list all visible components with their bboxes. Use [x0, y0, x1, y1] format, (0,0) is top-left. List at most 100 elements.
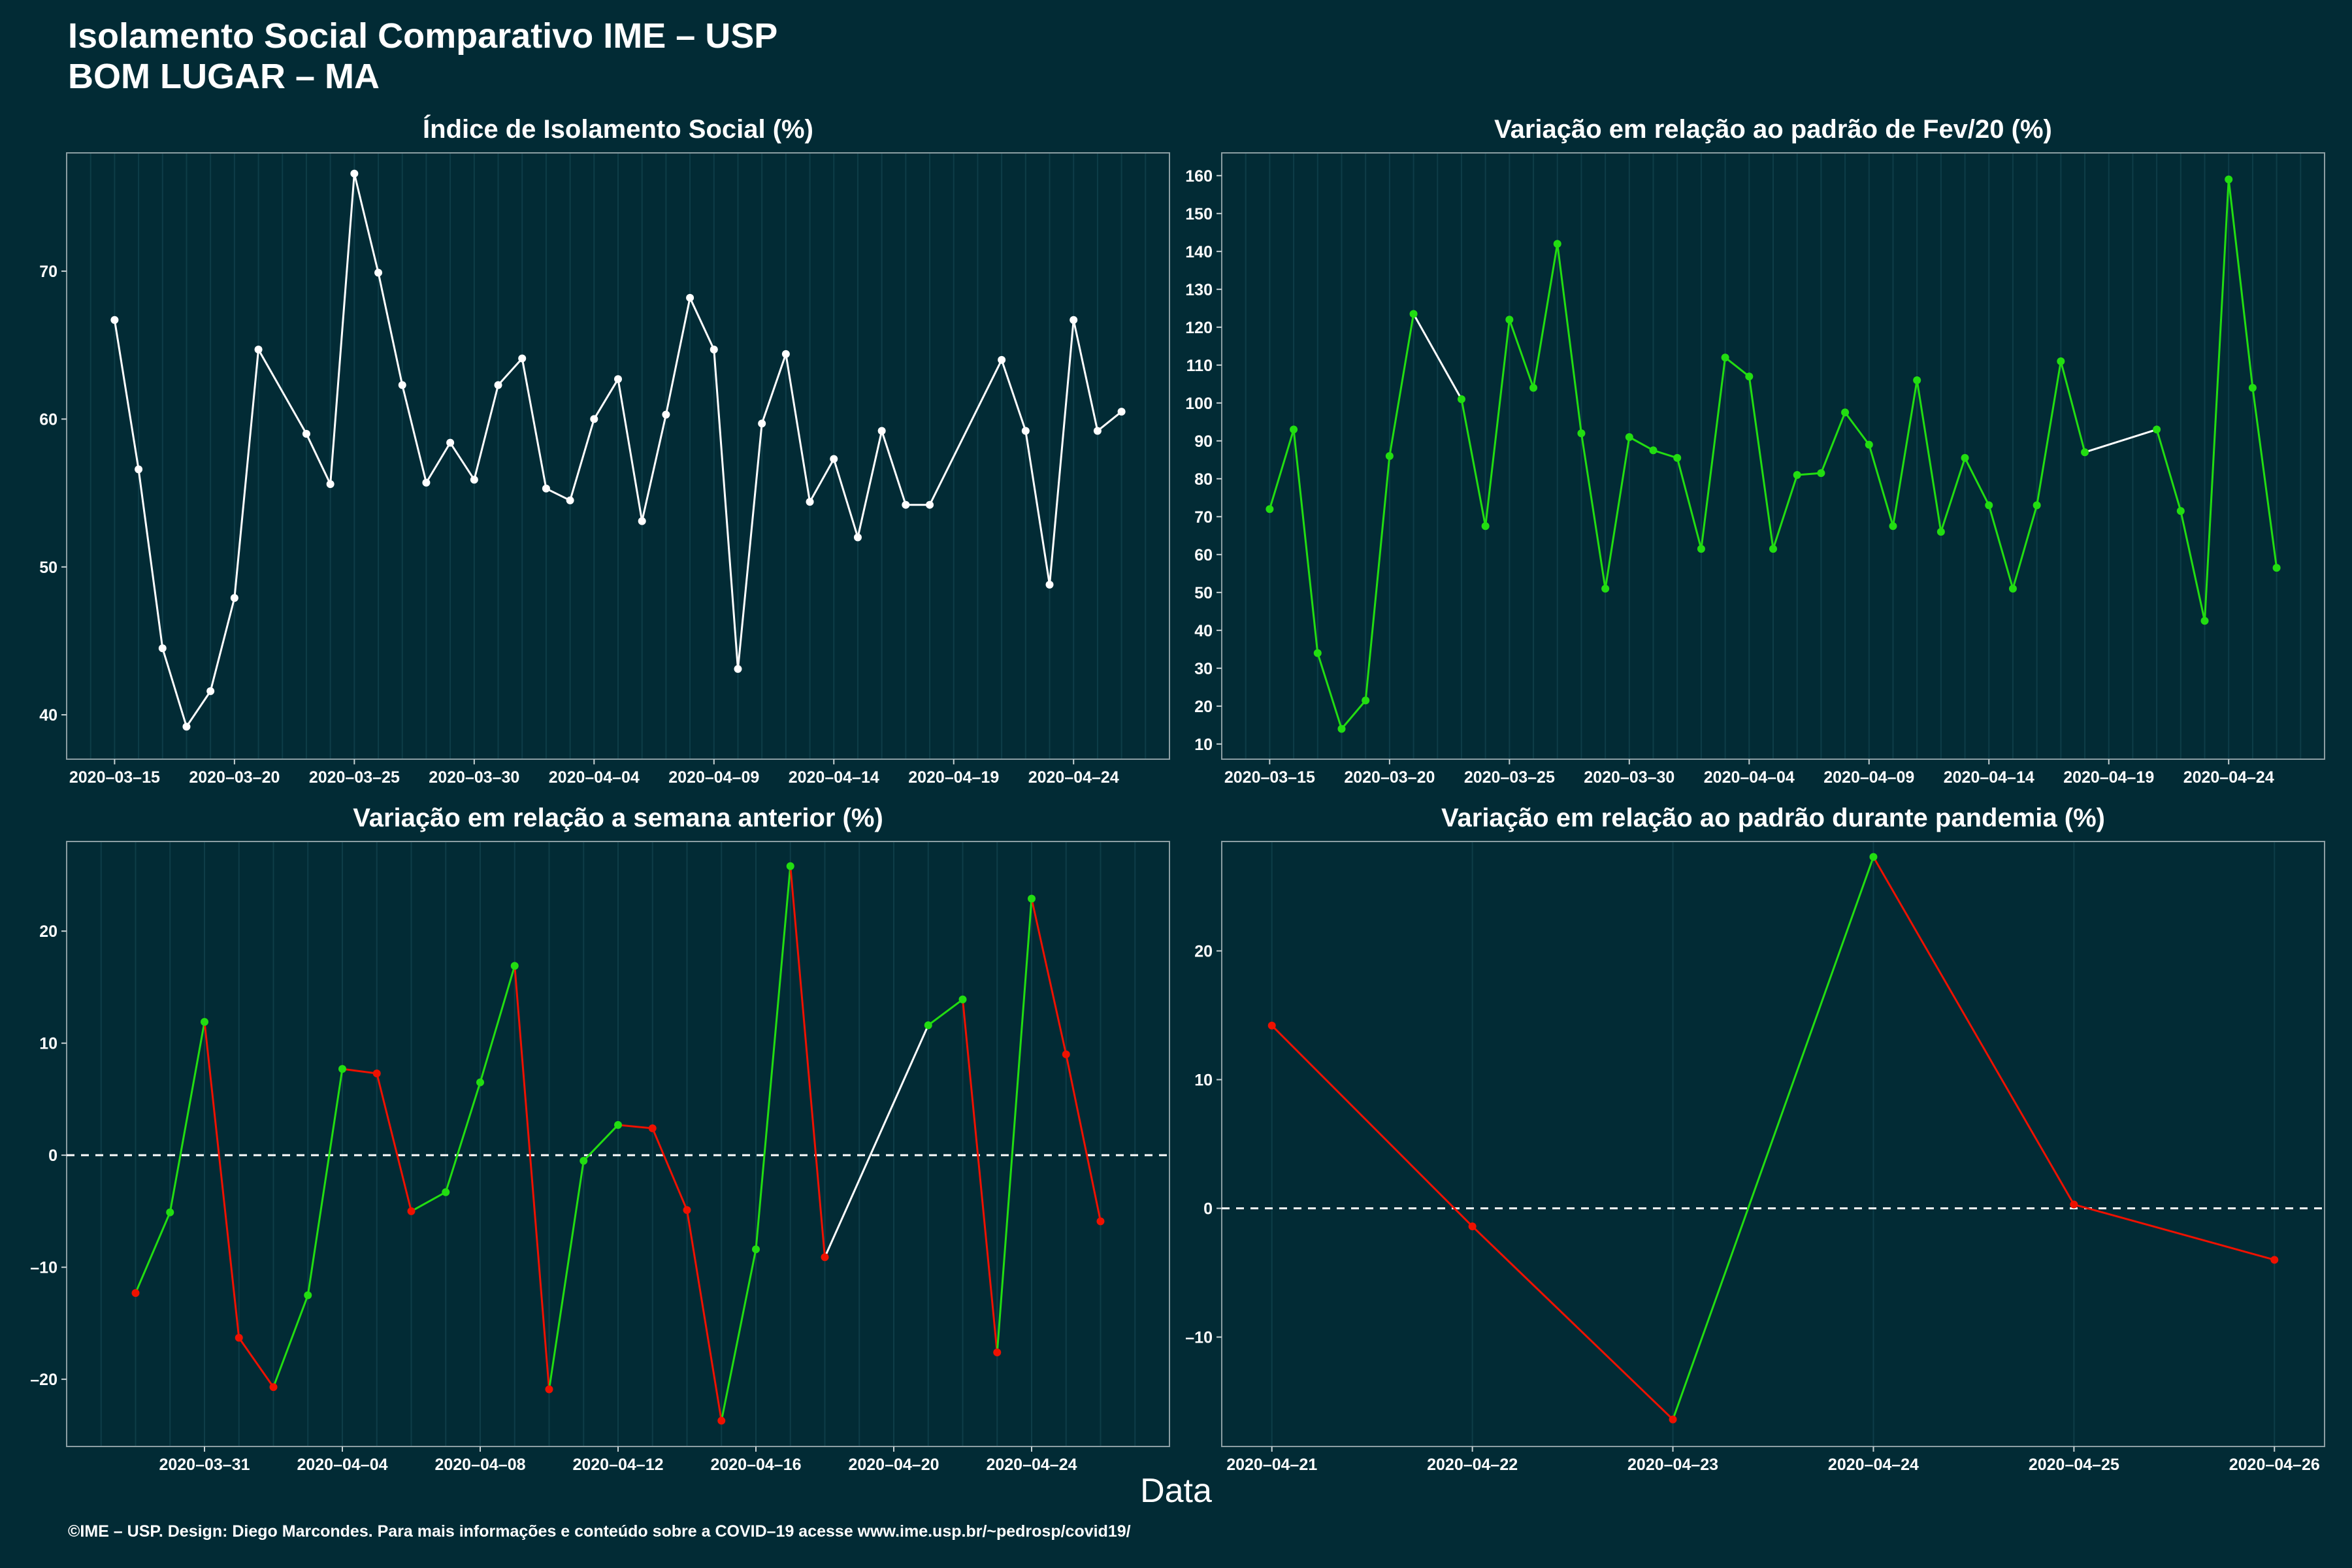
- y-tick-label: 70: [39, 263, 57, 281]
- y-tick-label: 70: [1194, 508, 1213, 527]
- x-tick-label: 2020–04–09: [1823, 768, 1914, 787]
- data-point: [302, 430, 310, 438]
- data-point: [1649, 446, 1658, 455]
- series-segment: [1096, 410, 1122, 432]
- series-segment: [410, 1191, 446, 1213]
- y-tick-label: 50: [1194, 584, 1213, 602]
- series-segment: [1820, 412, 1846, 474]
- series-segment: [755, 866, 792, 1250]
- series-segment: [2084, 428, 2157, 453]
- data-point: [254, 346, 263, 354]
- data-point: [1793, 471, 1801, 479]
- data-point: [1577, 429, 1586, 438]
- y-tick-label: 10: [1194, 736, 1213, 754]
- series-segment: [857, 431, 883, 538]
- x-tick-label: 2020–04–24: [986, 1456, 1077, 1474]
- series-segment: [2036, 361, 2062, 506]
- data-point: [2272, 564, 2281, 572]
- series-segment: [1388, 314, 1415, 457]
- x-tick-label: 2020–04–24: [1828, 1456, 1919, 1474]
- data-point: [269, 1383, 278, 1392]
- title-line-1: Isolamento Social Comparativo IME – USP: [68, 16, 778, 56]
- x-tick-label: 2020–04–12: [572, 1456, 663, 1474]
- series-segment: [1987, 504, 2014, 589]
- series-segment: [1676, 457, 1703, 549]
- data-point: [638, 517, 646, 525]
- series-segment: [789, 866, 826, 1258]
- series-segment: [1916, 380, 1942, 532]
- data-point: [1936, 528, 1945, 536]
- series-segment: [569, 418, 595, 501]
- data-point: [372, 1069, 381, 1077]
- series-segment: [377, 272, 404, 385]
- data-point: [1869, 853, 1878, 861]
- y-tick-label: 120: [1185, 319, 1213, 337]
- footer-credits: ©IME – USP. Design: Diego Marcondes. Par…: [68, 1522, 1131, 1541]
- y-tick-label: 40: [1194, 622, 1213, 640]
- data-point: [958, 995, 967, 1004]
- series-segment: [272, 1294, 309, 1388]
- series-segment: [1672, 857, 1874, 1420]
- data-point: [1865, 440, 1873, 449]
- panel-title-isolamento: Índice de Isolamento Social (%): [423, 115, 813, 144]
- series-segment: [1556, 244, 1582, 434]
- series-segment: [2059, 361, 2086, 453]
- data-point: [446, 438, 455, 447]
- series-segment: [479, 965, 516, 1083]
- series-segment: [2073, 1203, 2275, 1261]
- plot-frame: [1221, 841, 2325, 1447]
- data-point: [1045, 580, 1054, 589]
- panel-title-fev20: Variação em relação ao padrão de Fev/20 …: [1494, 115, 2052, 144]
- data-point: [407, 1207, 416, 1215]
- series-segment: [2180, 510, 2206, 621]
- data-point: [662, 410, 670, 419]
- data-point: [1669, 1415, 1677, 1424]
- data-point: [752, 1245, 760, 1254]
- data-point: [350, 169, 359, 178]
- x-tick-label: 2020–04–22: [1427, 1456, 1518, 1474]
- series-segment: [1748, 376, 1774, 549]
- plot-frame: [1221, 152, 2325, 760]
- data-point: [1290, 425, 1298, 434]
- series-segment: [1868, 444, 1894, 527]
- series-segment: [257, 349, 308, 434]
- data-point: [614, 375, 622, 384]
- y-tick-label: 20: [39, 923, 57, 941]
- x-tick-label: 2020–04–23: [1627, 1456, 1718, 1474]
- series-segment: [2227, 179, 2254, 388]
- series-segment: [1460, 399, 1487, 527]
- series-segment: [306, 1068, 344, 1296]
- y-tick-label: 110: [1186, 357, 1213, 375]
- series-segment: [1724, 357, 1750, 378]
- plot-frame: [66, 152, 1170, 760]
- data-point: [1070, 316, 1078, 324]
- series-segment: [186, 691, 212, 728]
- data-point: [821, 1253, 829, 1262]
- series-segment: [593, 378, 619, 420]
- data-point: [1457, 395, 1465, 403]
- series-segment: [1072, 319, 1099, 431]
- series-segment: [135, 1212, 171, 1294]
- series-segment: [1844, 412, 1870, 446]
- series-segment: [651, 1128, 688, 1211]
- x-tick-label: 2020–04–26: [2229, 1456, 2320, 1474]
- series-segment: [425, 442, 451, 483]
- y-tick-label: 80: [1194, 470, 1213, 489]
- y-tick-label: 150: [1185, 205, 1213, 223]
- data-point: [1697, 545, 1705, 553]
- data-point: [2248, 384, 2257, 392]
- series-segment: [342, 1068, 377, 1075]
- series-segment: [809, 458, 835, 502]
- data-point: [1481, 522, 1490, 531]
- data-point: [1985, 501, 1993, 510]
- data-point: [235, 1333, 243, 1342]
- data-point: [1409, 310, 1418, 318]
- series-segment: [113, 319, 140, 470]
- series-segment: [1413, 313, 1463, 400]
- y-tick-label: 140: [1185, 243, 1213, 261]
- data-point: [1266, 505, 1274, 514]
- data-point: [182, 723, 191, 731]
- series-segment: [1872, 856, 2075, 1205]
- data-point: [2176, 507, 2185, 515]
